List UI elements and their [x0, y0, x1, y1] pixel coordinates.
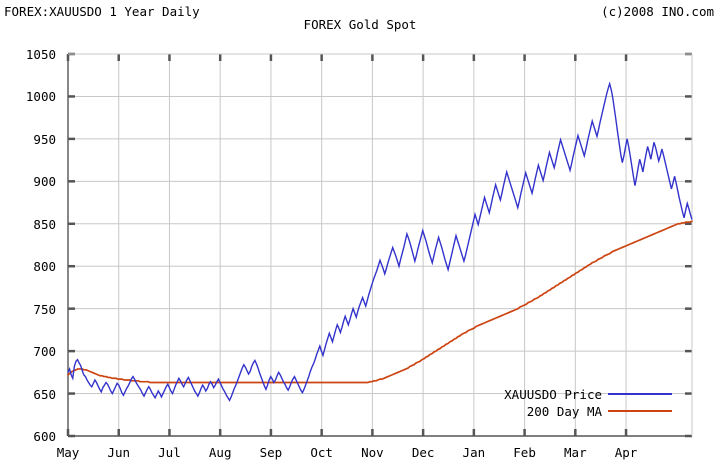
x-tick-label: Apr	[614, 445, 638, 460]
y-tick-label: 1000	[25, 89, 56, 105]
y-tick-label: 850	[33, 216, 56, 232]
y-tick-label: 950	[33, 131, 56, 147]
x-tick-label: Jan	[462, 445, 486, 460]
y-tick-label: 600	[33, 429, 56, 444]
copyright-notice: (c)2008 INO.com	[601, 4, 714, 19]
x-tick-label: Jul	[158, 445, 181, 460]
legend-label-price: XAUUSDO Price	[504, 387, 602, 402]
y-tick-label: 700	[33, 344, 56, 360]
x-tick-label: Mar	[564, 445, 587, 460]
series-line-200-day-ma	[67, 220, 693, 384]
x-tick-label: Sep	[259, 445, 283, 460]
legend-label-ma: 200 Day MA	[526, 404, 602, 419]
y-tick-label: 1050	[25, 47, 56, 62]
chart-title: FOREX Gold Spot	[303, 17, 417, 32]
series-line-xauusdo-price	[67, 81, 693, 402]
x-tick-label: Jun	[107, 445, 130, 460]
x-tick-label: Feb	[513, 445, 536, 460]
y-tick-label: 800	[33, 259, 56, 275]
x-tick-label: Aug	[208, 445, 232, 460]
x-tick-label: Dec	[411, 445, 435, 460]
chart-subtitle-left: FOREX:XAUUSDO 1 Year Daily	[4, 4, 200, 19]
x-tick-label: Nov	[361, 445, 384, 460]
x-tick-label: Oct	[310, 445, 333, 460]
x-tick-label: May	[56, 445, 80, 460]
y-tick-label: 750	[33, 301, 56, 317]
y-tick-label: 650	[33, 386, 56, 402]
axis-ticks	[66, 52, 692, 438]
axis-frame	[67, 53, 693, 437]
y-tick-label: 900	[33, 174, 56, 190]
